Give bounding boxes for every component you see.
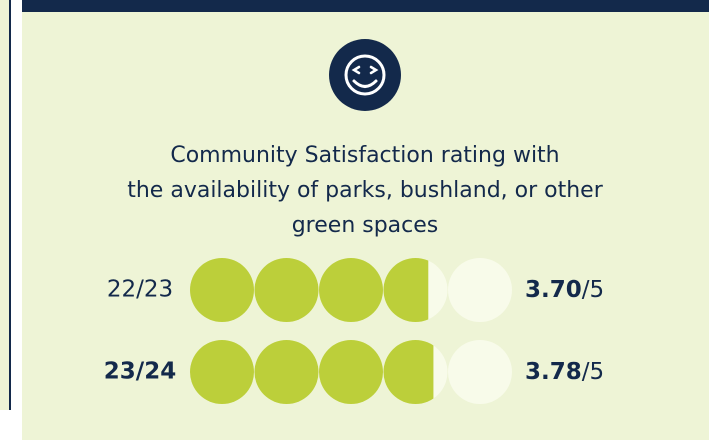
rating-circle <box>254 340 319 404</box>
rating-circle <box>190 258 254 322</box>
rating-score: 3.78 <box>525 359 582 385</box>
rating-circle <box>383 340 448 404</box>
card-top-bar <box>22 0 709 12</box>
rating-circle <box>448 340 512 404</box>
title-line: the availability of parks, bushland, or … <box>127 178 603 203</box>
rating-circle <box>319 340 383 404</box>
rating-circle <box>319 258 383 322</box>
rating-circle <box>254 258 319 322</box>
rating-circle <box>190 340 254 404</box>
rating-score: 3.70 <box>525 277 582 303</box>
side-panel <box>0 0 10 410</box>
period-label: 23/24 <box>104 359 176 385</box>
title-line: green spaces <box>292 213 439 238</box>
period-label: 22/23 <box>107 277 173 303</box>
rating-circle <box>448 258 512 322</box>
rating-circle <box>383 258 448 322</box>
rating-scale: /5 <box>582 359 604 385</box>
rating-value: 3.78/5 <box>525 359 604 385</box>
rating-scale: /5 <box>582 277 604 303</box>
smiley-icon <box>329 39 401 111</box>
rating-value: 3.70/5 <box>525 277 604 303</box>
title-line: Community Satisfaction rating with <box>170 143 559 168</box>
